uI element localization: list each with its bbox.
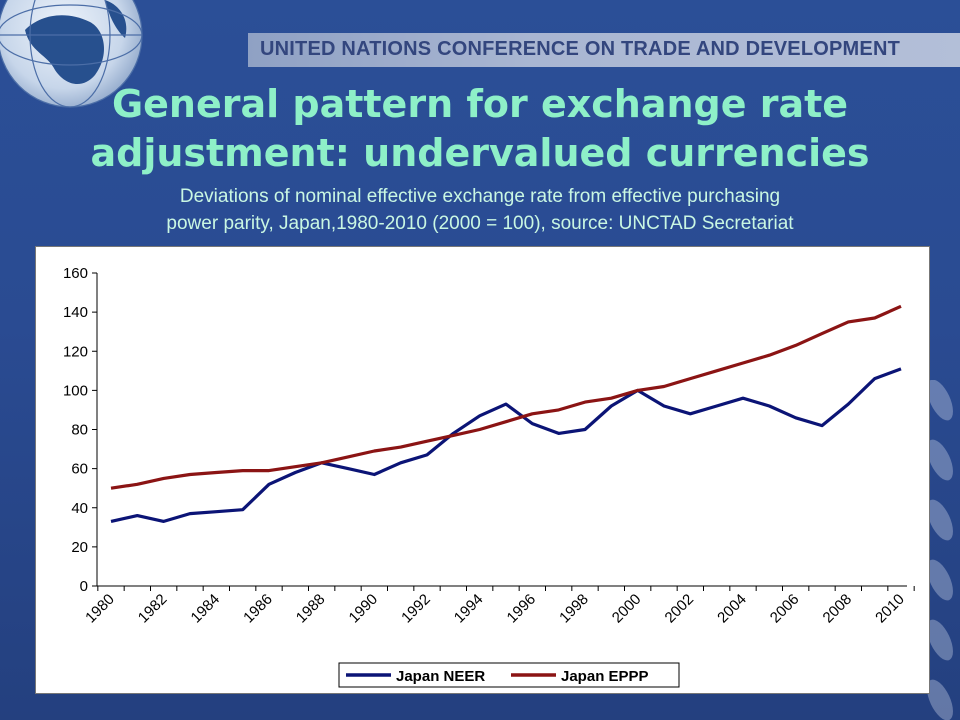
x-tick-label: 1998 [556,591,592,627]
x-tick-label: 1988 [293,591,329,627]
y-tick-label: 40 [71,500,88,517]
legend-label: Japan NEER [396,668,485,685]
x-tick-label: 1992 [398,591,434,627]
organization-name: UNITED NATIONS CONFERENCE ON TRADE AND D… [260,38,901,60]
y-tick-label: 140 [63,304,88,321]
y-tick-label: 20 [71,539,88,556]
y-tick-label: 0 [80,578,88,595]
subtitle-line-2: power parity, Japan,1980-2010 (2000 = 10… [166,213,794,234]
series-line-japan-eppp [110,304,902,490]
chart-subtitle: Deviations of nominal effective exchange… [0,183,960,237]
x-tick-label: 2010 [872,591,908,627]
x-tick-label: 1984 [188,591,224,627]
y-tick-label: 160 [63,265,88,282]
slide-title: General pattern for exchange rate adjust… [0,80,960,178]
y-tick-label: 100 [63,382,88,399]
olive-branch-icon [927,380,953,720]
title-line-1: General pattern for exchange rate [111,82,849,126]
x-axis-ticks: 1980 1982 1984 1986 1988 1990 1992 1994 1996 1998… [82,586,915,627]
axes [96,273,907,587]
y-tick-label: 120 [63,343,88,360]
x-tick-label: 2000 [609,591,645,627]
x-tick-label: 2004 [714,591,750,627]
y-axis-ticks: 0 20 40 60 80 100 120 140 160 [63,265,97,595]
y-tick-label: 80 [71,422,88,439]
organization-banner: UNITED NATIONS CONFERENCE ON TRADE AND D… [248,33,960,67]
x-tick-label: 2002 [662,591,698,627]
y-tick-label: 60 [71,461,88,478]
legend: Japan NEER Japan EPPP [338,662,680,688]
series-lines [110,304,902,523]
title-line-2: adjustment: undervalued currencies [90,131,870,175]
x-tick-label: 1994 [451,591,487,627]
legend-box [338,662,680,688]
x-tick-label: 1980 [82,591,118,627]
x-tick-label: 2008 [820,591,856,627]
subtitle-line-1: Deviations of nominal effective exchange… [179,186,781,207]
x-tick-label: 2006 [767,591,803,627]
x-tick-label: 1986 [240,591,276,627]
un-globe-icon [0,0,143,108]
x-tick-label: 1990 [346,591,382,627]
series-line-japan-neer [110,367,902,523]
legend-label: Japan EPPP [561,668,649,685]
x-tick-label: 1996 [504,591,540,627]
line-chart: 0 20 40 60 80 100 120 140 160 1980 1982 1984 1986 19… [35,246,930,694]
x-tick-label: 1982 [135,591,171,627]
